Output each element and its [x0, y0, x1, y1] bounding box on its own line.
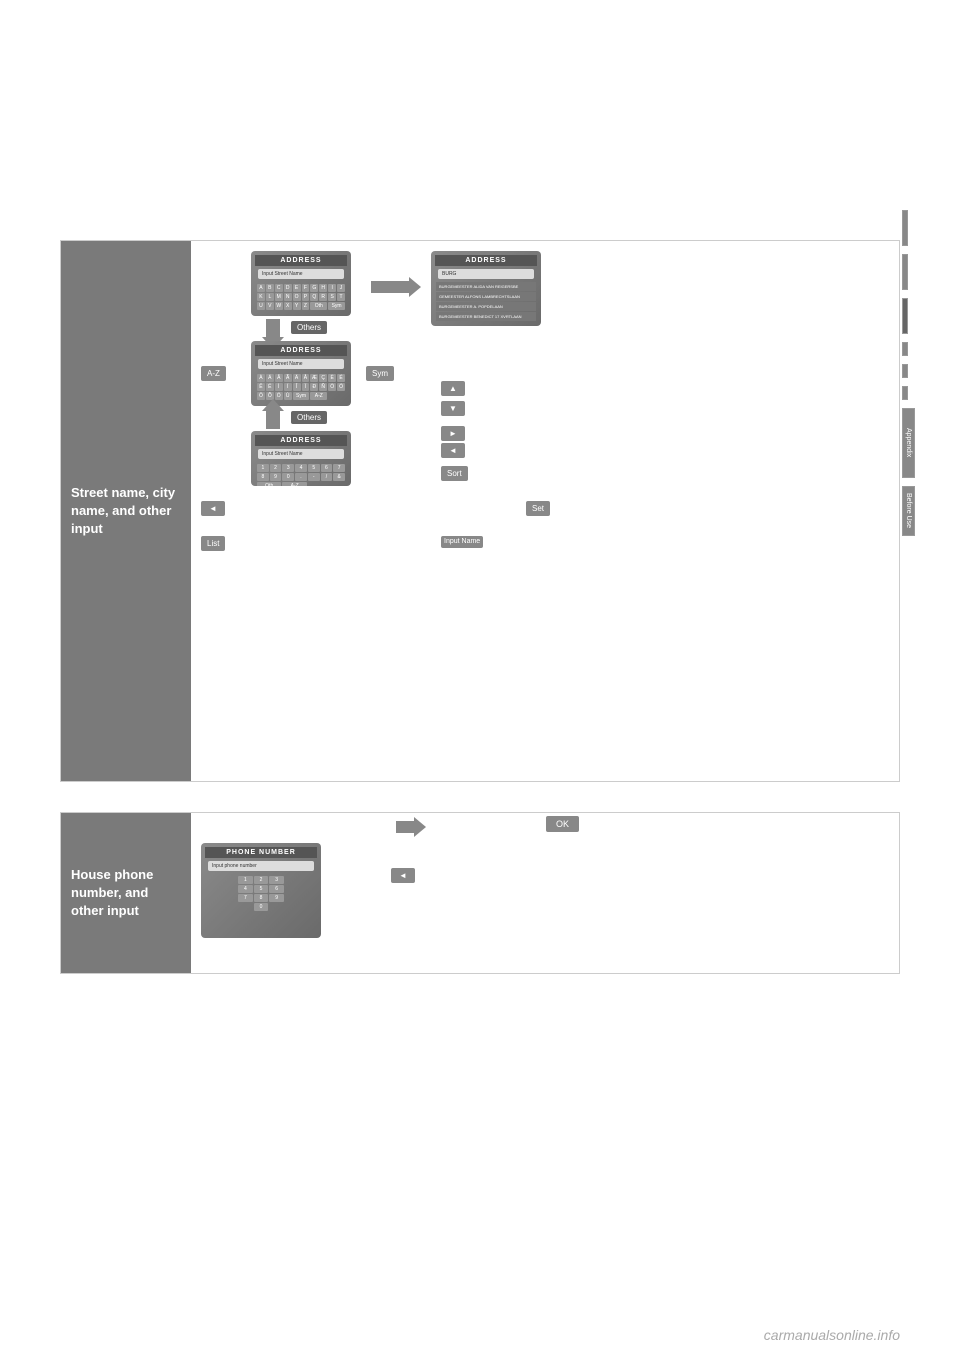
section-label-street: Street name, city name, and other input	[61, 241, 191, 781]
arrow-up	[266, 409, 280, 429]
screenshot-title: ADDRESS	[255, 435, 347, 446]
scroll-down-button[interactable]: ▼	[441, 401, 465, 416]
section-phone-input: House phone number, and other input OK P…	[60, 812, 900, 974]
list-item: BURGEMEESTER A. POPDELAAN	[436, 302, 536, 311]
keyboard-accented: ÀÁÂÃÄÅÆÇÈÉ ÊËÌÍÎÏÐÑÒÓ ÔÕÖÙSymA-Z	[255, 372, 347, 402]
scroll-right-button[interactable]: ►	[441, 426, 465, 441]
arrow-to-list	[371, 281, 411, 293]
sort-button[interactable]: Sort	[441, 466, 468, 481]
side-tab-before-use[interactable]: Before Use	[902, 486, 915, 536]
screenshot-title: ADDRESS	[255, 345, 347, 356]
section-street-input: Street name, city name, and other input …	[60, 240, 900, 782]
ok-button[interactable]: OK	[546, 816, 579, 832]
screenshot-qwerty: ADDRESS Input Street Name ABCDEFGHIJ KLM…	[251, 251, 351, 316]
screenshot-title: ADDRESS	[435, 255, 537, 266]
screenshot-title: ADDRESS	[255, 255, 347, 266]
keyboard-symbols: 1234567 890.-/& OthA-Z	[255, 462, 347, 486]
az-button[interactable]: A-Z	[201, 366, 226, 381]
keyboard-numeric: 123 456 789 0	[236, 874, 286, 913]
tab-label: Appendix	[905, 428, 912, 457]
sym-button[interactable]: Sym	[366, 366, 394, 381]
list-button[interactable]: List	[201, 536, 225, 551]
field-placeholder: Input phone number	[212, 863, 257, 869]
section-label-phone: House phone number, and other input	[61, 813, 191, 973]
side-tabs: Appendix Before Use	[902, 210, 930, 544]
side-tab-5[interactable]	[902, 364, 908, 378]
watermark: carmanualsonline.info	[764, 1327, 900, 1343]
side-tab-2[interactable]	[902, 254, 908, 290]
screenshot-phone: PHONE NUMBER Input phone number 123 456 …	[201, 843, 321, 938]
arrow-phone	[396, 821, 416, 833]
section-label-text: House phone number, and other input	[71, 866, 181, 921]
field-placeholder: Input Street Name	[262, 361, 303, 367]
section-label-text: Street name, city name, and other input	[71, 484, 181, 539]
screenshot-symbols: ADDRESS Input Street Name 1234567 890.-/…	[251, 431, 351, 486]
field-value: BURG	[438, 269, 534, 279]
side-tab-4[interactable]	[902, 342, 908, 356]
side-tab-appendix[interactable]: Appendix	[902, 408, 915, 478]
side-tab-6[interactable]	[902, 386, 908, 400]
scroll-left-button[interactable]: ◄	[441, 443, 465, 458]
others-label-1: Others	[291, 321, 327, 334]
screenshot-list: ADDRESS BURG BURGEMEESTER ALIDA VAN REIG…	[431, 251, 541, 326]
side-tab-3[interactable]	[902, 298, 908, 334]
list-item: GEMEESTER ALFONS LAMBRECHTSLAAN	[436, 292, 536, 301]
screenshot-accented: ADDRESS Input Street Name ÀÁÂÃÄÅÆÇÈÉ ÊËÌ…	[251, 341, 351, 406]
back-button[interactable]: ◄	[201, 501, 225, 516]
field-placeholder: Input Street Name	[262, 451, 303, 457]
others-label-2: Others	[291, 411, 327, 424]
tab-label: Before Use	[905, 493, 912, 528]
keyboard-qwerty: ABCDEFGHIJ KLMNOPQRST UVWXYZOthSym	[255, 282, 347, 312]
side-tab-1[interactable]	[902, 210, 908, 246]
arrow-down-1	[266, 319, 280, 339]
phone-back-button[interactable]: ◄	[391, 868, 415, 883]
scroll-up-button[interactable]: ▲	[441, 381, 465, 396]
set-button[interactable]: Set	[526, 501, 550, 516]
screenshot-title: PHONE NUMBER	[205, 847, 317, 858]
list-item: BURGEMEESTER ALIDA VAN REIGERSBE	[436, 282, 536, 291]
list-item: BURGEMEESTER BENEDICT 17 XVRTLAAN	[436, 312, 536, 321]
field-placeholder: Input Street Name	[262, 271, 303, 277]
input-name-button[interactable]: Input Name	[441, 536, 483, 548]
